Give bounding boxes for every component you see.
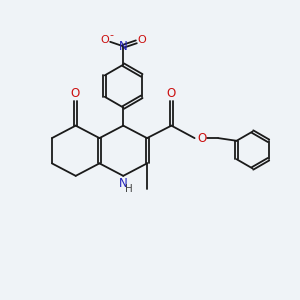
Text: N: N (119, 177, 128, 190)
Text: O: O (197, 132, 207, 145)
Text: O: O (167, 87, 176, 100)
Text: N: N (119, 40, 128, 53)
Text: -: - (110, 30, 113, 40)
Text: O: O (100, 35, 109, 45)
Text: O: O (137, 35, 146, 45)
Text: O: O (71, 87, 80, 100)
Text: H: H (125, 184, 133, 194)
